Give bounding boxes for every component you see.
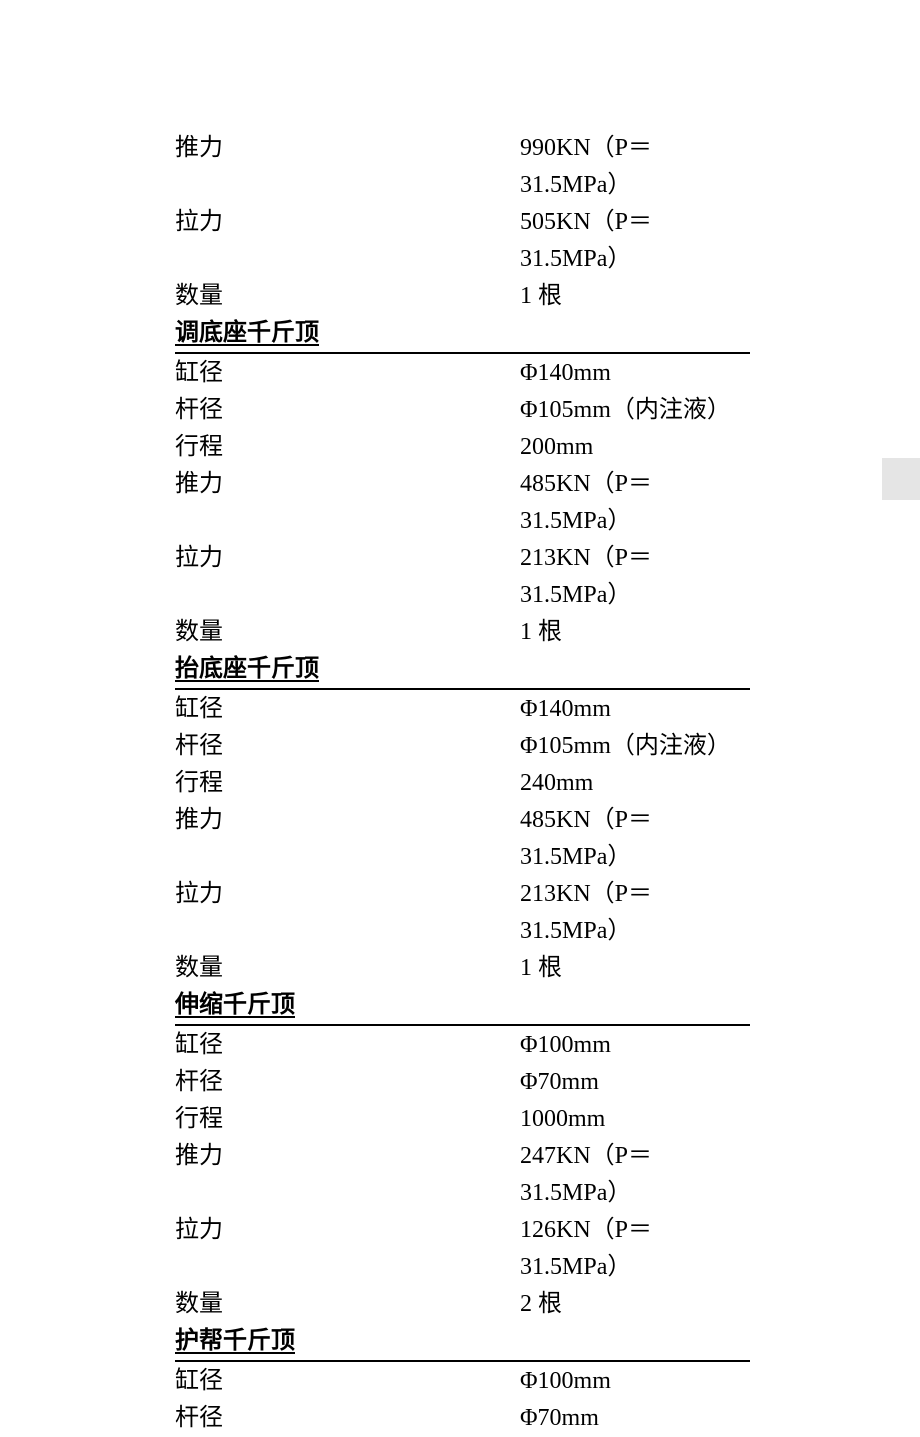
section-header: 抬底座千斤顶 xyxy=(175,651,750,690)
spec-value: Φ140mm xyxy=(520,691,750,728)
spec-value: 213KN（P＝31.5MPa） xyxy=(520,540,750,614)
spec-value: Φ100mm xyxy=(520,1363,750,1400)
side-marker xyxy=(882,458,920,500)
section-header: 伸缩千斤顶 xyxy=(175,987,750,1026)
spec-value: 1 根 xyxy=(520,278,750,315)
spec-row: 拉力213KN（P＝31.5MPa） xyxy=(175,876,750,950)
spec-label: 拉力 xyxy=(175,1212,520,1286)
spec-row: 拉力126KN（P＝31.5MPa） xyxy=(175,1212,750,1286)
spec-row: 杆径Φ105mm（内注液） xyxy=(175,728,750,765)
spec-label: 缸径 xyxy=(175,1363,520,1400)
spec-row: 推力485KN（P＝31.5MPa） xyxy=(175,802,750,876)
spec-value: Φ105mm（内注液） xyxy=(520,728,750,765)
spec-value: 1000mm xyxy=(520,1101,750,1138)
spec-value: Φ70mm xyxy=(520,1064,750,1101)
spec-value: Φ100mm xyxy=(520,1027,750,1064)
spec-label: 数量 xyxy=(175,278,520,315)
spec-label: 杆径 xyxy=(175,728,520,765)
section-header: 调底座千斤顶 xyxy=(175,315,750,354)
spec-label: 行程 xyxy=(175,765,520,802)
spec-value: Φ70mm xyxy=(520,1400,750,1437)
spec-row: 杆径Φ105mm（内注液） xyxy=(175,392,750,429)
spec-row: 杆径Φ70mm xyxy=(175,1064,750,1101)
spec-row: 推力485KN（P＝31.5MPa） xyxy=(175,466,750,540)
spec-label: 杆径 xyxy=(175,1064,520,1101)
spec-label: 杆径 xyxy=(175,392,520,429)
spec-label: 推力 xyxy=(175,1138,520,1212)
spec-row: 缸径Φ100mm xyxy=(175,1027,750,1064)
section-header: 护帮千斤顶 xyxy=(175,1323,750,1362)
spec-label: 拉力 xyxy=(175,204,520,278)
spec-value: 1 根 xyxy=(520,614,750,651)
document-content: 推力990KN（P＝31.5MPa）拉力505KN（P＝31.5MPa）数量1 … xyxy=(0,0,920,1437)
spec-label: 推力 xyxy=(175,466,520,540)
spec-label: 推力 xyxy=(175,802,520,876)
spec-label: 推力 xyxy=(175,130,520,204)
spec-row: 数量1 根 xyxy=(175,614,750,651)
spec-row: 行程200mm xyxy=(175,429,750,466)
spec-row: 杆径Φ70mm xyxy=(175,1400,750,1437)
spec-label: 行程 xyxy=(175,1101,520,1138)
spec-value: Φ140mm xyxy=(520,355,750,392)
spec-label: 数量 xyxy=(175,1286,520,1323)
spec-value: 485KN（P＝31.5MPa） xyxy=(520,802,750,876)
spec-value: 990KN（P＝31.5MPa） xyxy=(520,130,750,204)
spec-label: 拉力 xyxy=(175,876,520,950)
spec-row: 拉力213KN（P＝31.5MPa） xyxy=(175,540,750,614)
spec-row: 数量2 根 xyxy=(175,1286,750,1323)
initial-rows: 推力990KN（P＝31.5MPa）拉力505KN（P＝31.5MPa）数量1 … xyxy=(175,130,750,315)
spec-label: 数量 xyxy=(175,614,520,651)
spec-row: 缸径Φ140mm xyxy=(175,691,750,728)
spec-value: 126KN（P＝31.5MPa） xyxy=(520,1212,750,1286)
spec-value: 247KN（P＝31.5MPa） xyxy=(520,1138,750,1212)
spec-value: 213KN（P＝31.5MPa） xyxy=(520,876,750,950)
spec-label: 杆径 xyxy=(175,1400,520,1437)
spec-label: 拉力 xyxy=(175,540,520,614)
sections-container: 调底座千斤顶缸径Φ140mm杆径Φ105mm（内注液）行程200mm推力485K… xyxy=(175,315,750,1437)
spec-row: 拉力505KN（P＝31.5MPa） xyxy=(175,204,750,278)
spec-value: 505KN（P＝31.5MPa） xyxy=(520,204,750,278)
spec-row: 缸径Φ140mm xyxy=(175,355,750,392)
spec-value: 240mm xyxy=(520,765,750,802)
spec-label: 缸径 xyxy=(175,1027,520,1064)
spec-label: 数量 xyxy=(175,950,520,987)
spec-value: 2 根 xyxy=(520,1286,750,1323)
spec-row: 推力247KN（P＝31.5MPa） xyxy=(175,1138,750,1212)
spec-label: 缸径 xyxy=(175,355,520,392)
spec-value: 1 根 xyxy=(520,950,750,987)
spec-row: 行程1000mm xyxy=(175,1101,750,1138)
spec-row: 数量1 根 xyxy=(175,950,750,987)
spec-value: Φ105mm（内注液） xyxy=(520,392,750,429)
spec-row: 数量1 根 xyxy=(175,278,750,315)
spec-row: 缸径Φ100mm xyxy=(175,1363,750,1400)
spec-label: 行程 xyxy=(175,429,520,466)
spec-label: 缸径 xyxy=(175,691,520,728)
spec-value: 200mm xyxy=(520,429,750,466)
spec-row: 推力990KN（P＝31.5MPa） xyxy=(175,130,750,204)
spec-row: 行程240mm xyxy=(175,765,750,802)
spec-value: 485KN（P＝31.5MPa） xyxy=(520,466,750,540)
